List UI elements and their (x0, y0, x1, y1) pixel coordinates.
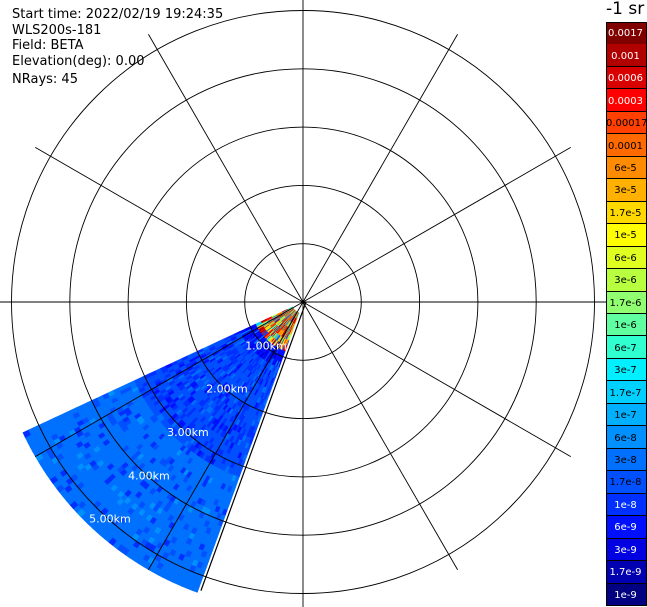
azimuth-spoke (35, 147, 304, 303)
azimuth-spoke (302, 301, 571, 457)
colorbar: 0.0017 0.001 0.0006 0.0003 0.00017 0.0001 6e-5… (606, 22, 647, 606)
colorbar-tick-label: 1.7e-6 (609, 297, 642, 309)
range-ring-label: 4.00km (128, 469, 170, 482)
colorbar-tick-label: 3e-5 (614, 185, 637, 197)
colorbar-tick-label: 6e-8 (614, 432, 637, 444)
range-gate-cell (22, 429, 31, 438)
colorbar-tick-label: 0.0001 (608, 140, 643, 152)
start-time-label: Start time: 2022/02/19 19:24:35 (12, 7, 224, 22)
colorbar-tick-label: 6e-5 (614, 163, 637, 174)
polar-plot: 1.00km 2.00km 3.00km 4.00km 5.00km (0, 0, 606, 607)
colorbar-tick-label: 0.0003 (608, 95, 643, 107)
azimuth-spoke (148, 34, 304, 303)
azimuth-spoke (148, 301, 304, 570)
range-ring-label: 5.00km (89, 513, 131, 526)
field-label: Field: BETA (12, 38, 84, 53)
colorbar-tick-label: 1.7e-5 (609, 207, 642, 219)
colorbar-tick-label: 1.7e-8 (609, 477, 642, 489)
colorbar-tick-label: 3e-6 (614, 275, 637, 287)
range-ring-label: 1.00km (245, 339, 287, 352)
colorbar-tick-label: 1e-7 (614, 410, 637, 422)
colorbar-tick-label: 0.0017 (608, 28, 643, 40)
azimuth-spoke (302, 147, 571, 303)
colorbar-tick-label: 3e-9 (614, 544, 637, 556)
colorbar-tick-label: 3e-7 (614, 365, 637, 377)
polar-grid (0, 0, 606, 607)
colorbar-tick-label: 3e-8 (614, 455, 637, 466)
elevation-label: Elevation(deg): 0.00 (12, 54, 145, 69)
azimuth-spoke (302, 301, 458, 570)
colorbar-tick-label: 6e-6 (614, 252, 637, 264)
colorbar-tick-label: 0.0006 (608, 73, 643, 85)
colorbar-tick-label: 1.7e-7 (609, 387, 642, 399)
colorbar-tick-label: 1e-5 (614, 230, 637, 242)
colorbar-tick-label: 1e-8 (614, 499, 637, 511)
colorbar-tick-label: 1.7e-9 (609, 567, 642, 579)
azimuth-spoke (35, 301, 304, 457)
colorbar-tick-label: 1e-9 (614, 589, 637, 601)
colorbar-tick-label: 6e-9 (614, 522, 637, 534)
colorbar-tick-label: 6e-7 (614, 342, 637, 354)
colorbar-tick-label: 0.001 (611, 50, 640, 62)
data-sector (22, 301, 307, 593)
colorbar-tick-label: 0.00017 (606, 118, 647, 130)
colorbar-tick-label: 1e-6 (614, 320, 637, 332)
nrays-label: NRays: 45 (12, 72, 78, 87)
instrument-label: WLS200s-181 (12, 23, 102, 38)
range-ring-label: 3.00km (167, 426, 209, 439)
sector-edge-line (200, 301, 307, 591)
range-ring-labels: 1.00km 2.00km 3.00km 4.00km 5.00km (89, 339, 287, 525)
colorbar-unit-label: -1 sr (606, 0, 645, 19)
azimuth-spoke (302, 34, 458, 303)
range-ring-label: 2.00km (206, 383, 248, 396)
